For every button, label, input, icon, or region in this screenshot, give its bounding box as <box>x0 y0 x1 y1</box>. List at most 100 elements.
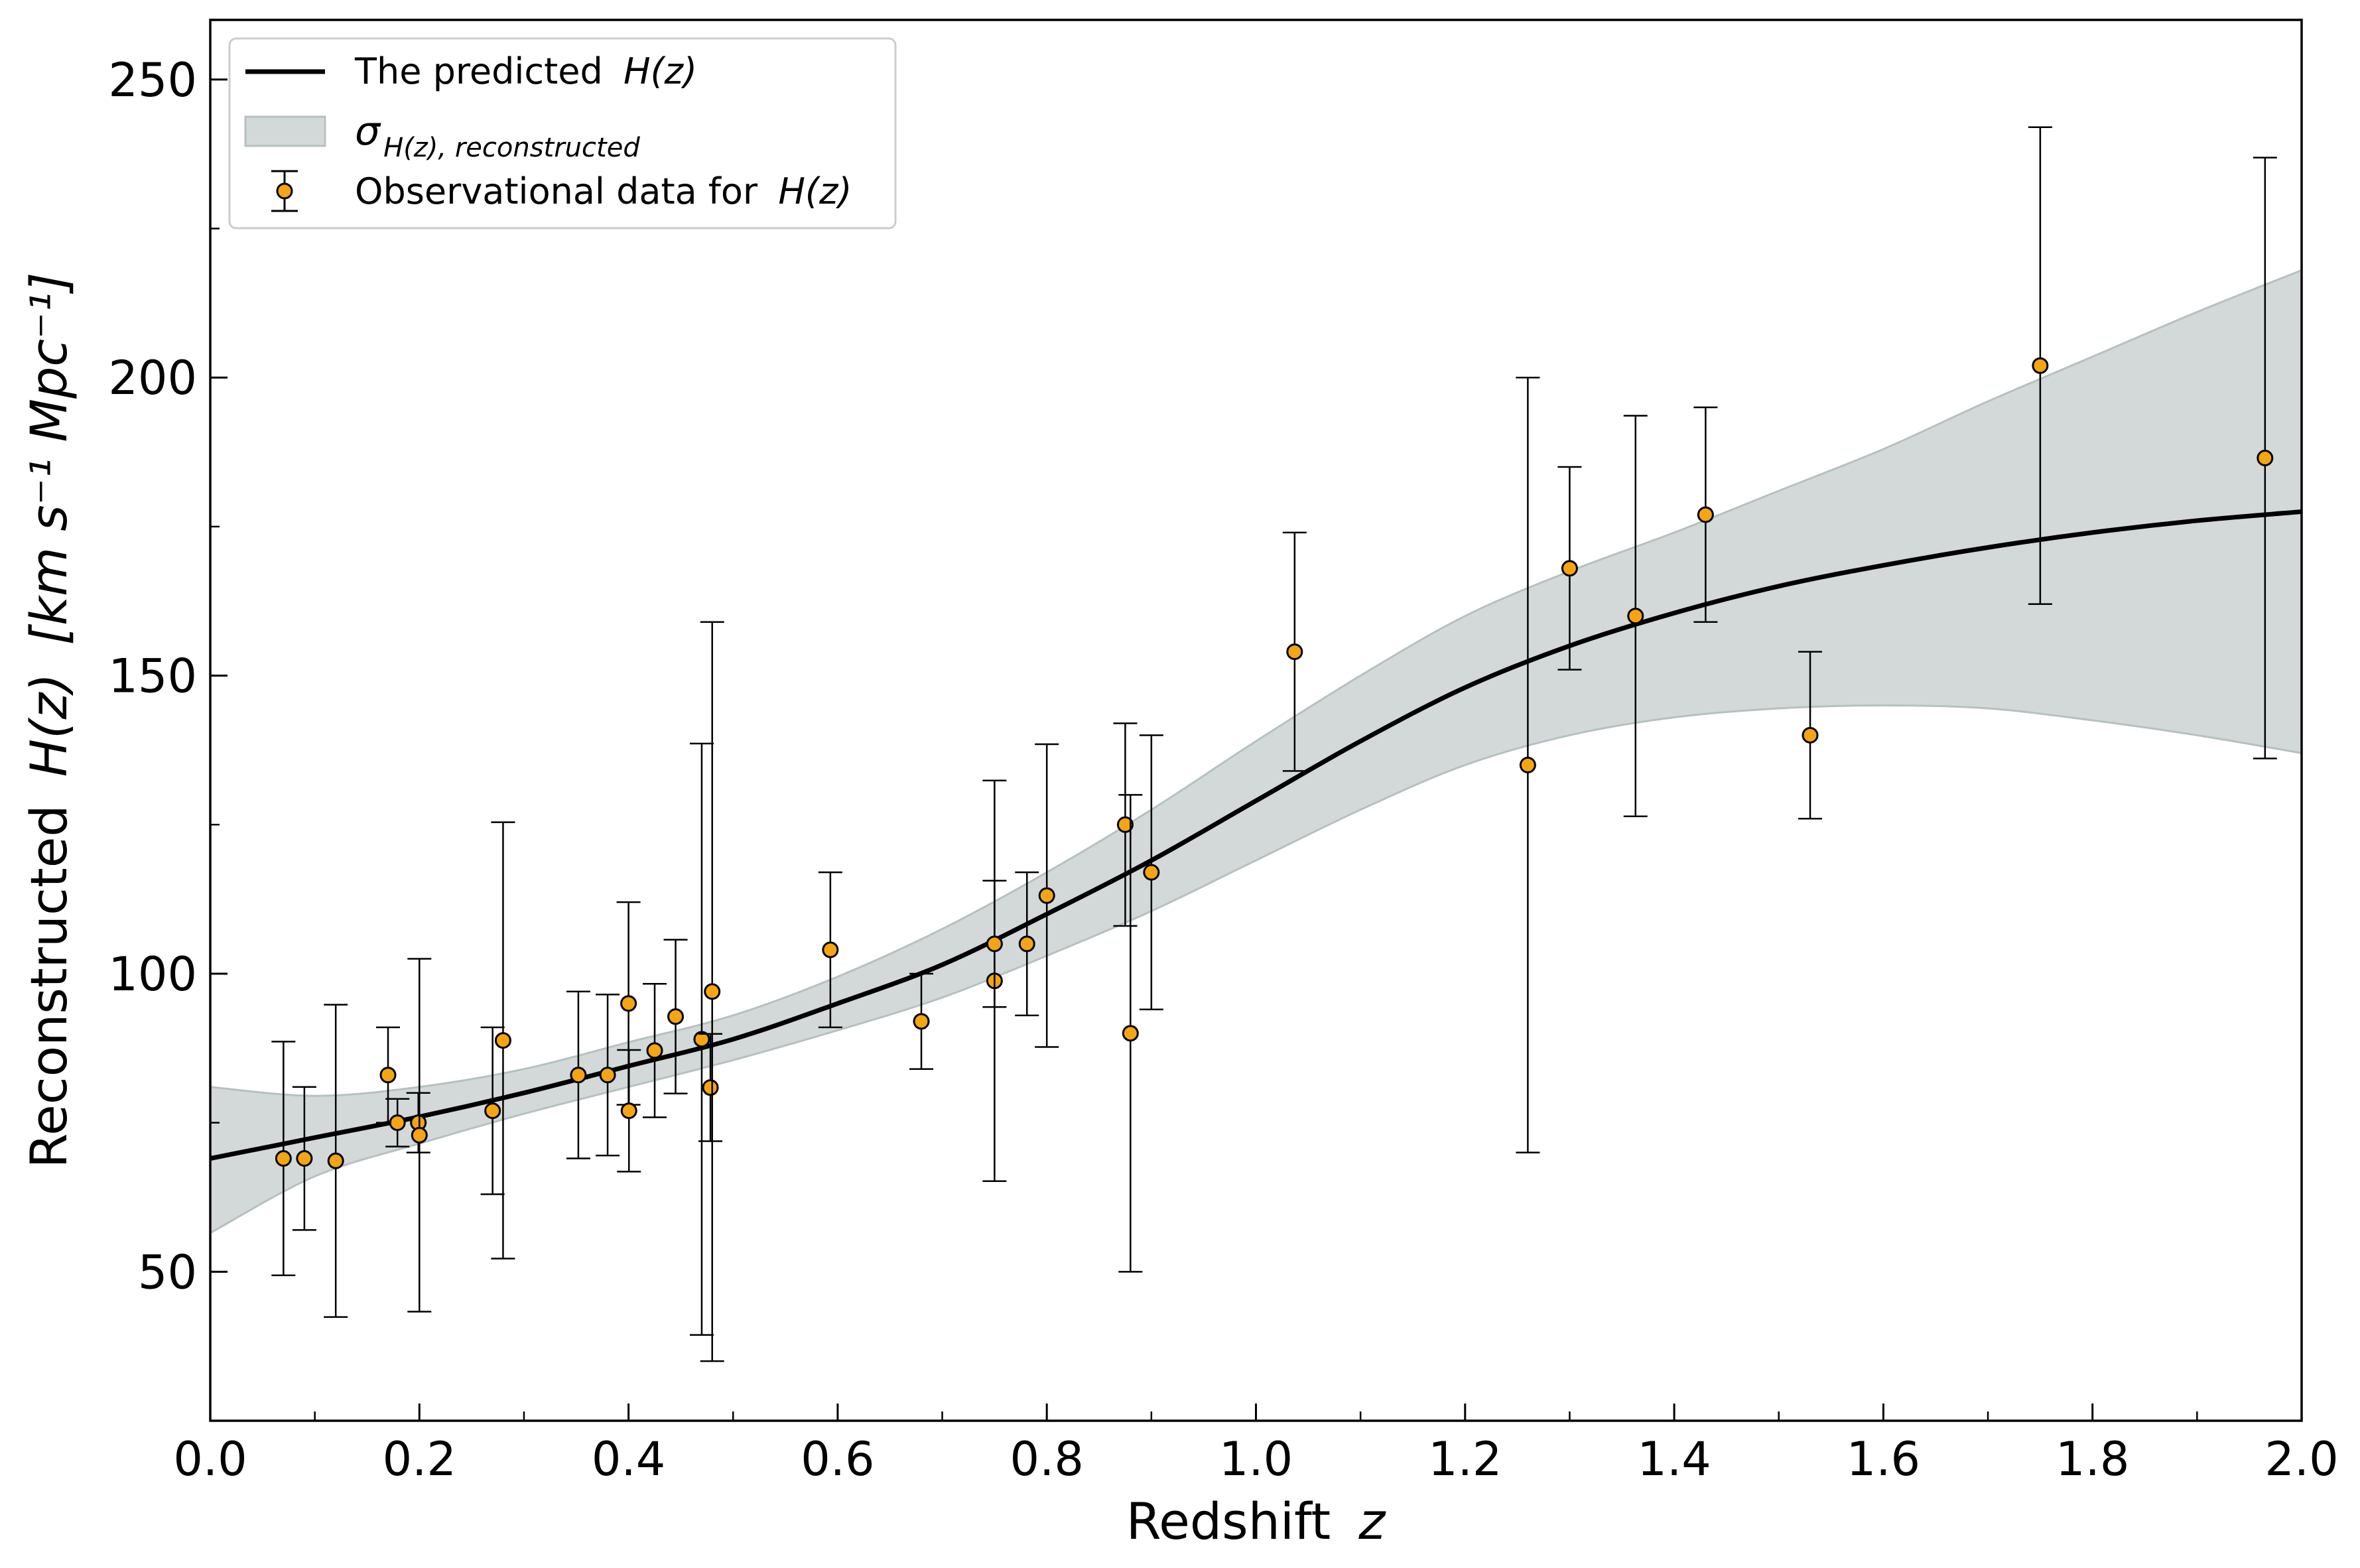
legend-band-label: σ H(z), reconstructed <box>355 108 640 163</box>
data-point <box>480 1026 505 1195</box>
point-marker <box>646 1042 663 1059</box>
x-tick-label: 0.0 <box>173 1432 247 1486</box>
legend-obs-symbol: H(z) <box>778 170 852 212</box>
data-point <box>407 958 432 1313</box>
point-marker <box>1038 887 1055 904</box>
point-marker <box>2032 357 2049 374</box>
point-marker <box>704 983 721 1000</box>
point-marker <box>570 1067 587 1084</box>
x-tick-label: 2.0 <box>2264 1432 2338 1486</box>
point-marker <box>2257 450 2274 467</box>
data-point <box>596 994 620 1157</box>
legend-obs-text: Observational data for <box>355 170 758 212</box>
data-point <box>376 1026 401 1124</box>
point-marker <box>1802 726 1819 744</box>
point-marker <box>620 1102 637 1120</box>
data-point <box>617 1049 641 1173</box>
point-marker <box>1561 560 1578 577</box>
point-marker <box>389 1114 406 1132</box>
data-point <box>491 821 515 1260</box>
legend-point-marker <box>276 182 293 200</box>
x-tick-label: 0.4 <box>592 1432 665 1486</box>
point-marker <box>1122 1025 1139 1042</box>
legend-predicted-label: The predicted H(z) <box>354 50 697 92</box>
point-marker <box>494 1032 511 1049</box>
legend: The predicted H(z) σ H(z), reconstructed… <box>228 37 897 229</box>
y-axis-title: Reconstructed H(z) [km s⁻¹ Mpc⁻¹] <box>19 273 78 1169</box>
x-tick-label: 0.2 <box>383 1432 456 1486</box>
y-axis-title-symbol: H(z) <box>19 673 78 777</box>
point-marker <box>1018 935 1035 952</box>
plot-area <box>210 20 2302 1421</box>
x-axis-title-text: Redshift <box>1126 1492 1331 1551</box>
point-marker <box>913 1013 930 1030</box>
data-point <box>271 1041 296 1276</box>
point-marker <box>620 995 637 1012</box>
data-point <box>689 742 714 1336</box>
data-point <box>663 939 688 1094</box>
data-point <box>1557 466 1582 671</box>
legend-band-swatch <box>244 115 326 147</box>
x-tick-labels: 0.0 0.2 0.4 0.6 0.8 1.0 1.2 1.4 1.6 1.8 2.0 <box>173 1432 2338 1486</box>
y-tick-label: 250 <box>108 53 197 107</box>
x-tick-label: 0.8 <box>1010 1432 1084 1486</box>
data-point <box>909 972 934 1071</box>
data-point <box>982 880 1007 1008</box>
point-marker <box>599 1067 616 1084</box>
legend-band-symbol: σ <box>355 108 381 155</box>
legend-box <box>228 37 897 229</box>
data-point <box>1113 722 1138 927</box>
point-marker <box>986 935 1003 952</box>
data-point <box>292 1086 316 1231</box>
point-marker <box>667 1008 685 1025</box>
data-point <box>698 1033 723 1142</box>
point-marker <box>327 1152 344 1169</box>
y-tick-label: 150 <box>108 649 197 704</box>
point-marker <box>1116 816 1134 833</box>
data-point <box>818 871 842 1029</box>
legend-predicted-symbol: H(z) <box>623 50 697 92</box>
data-point <box>1015 871 1039 1017</box>
y-tick-label: 100 <box>108 947 197 1002</box>
y-axis-title-units: [km s⁻¹ Mpc⁻¹] <box>19 273 78 645</box>
x-tick-label: 1.8 <box>2056 1432 2129 1486</box>
data-point <box>1035 743 1059 1048</box>
point-marker <box>822 941 839 958</box>
y-tick-labels: 50 100 150 200 250 <box>108 53 197 1299</box>
predicted-curve <box>210 509 2302 1161</box>
legend-predicted-text: The predicted <box>354 50 603 92</box>
x-tick-label: 1.0 <box>1219 1432 1293 1486</box>
legend-obs-label: Observational data for H(z) <box>355 170 852 212</box>
point-marker <box>702 1079 719 1096</box>
point-marker <box>1286 643 1303 661</box>
data-point <box>1516 376 1540 1153</box>
point-marker <box>411 1127 428 1144</box>
point-marker <box>1519 756 1536 773</box>
point-marker <box>296 1150 313 1167</box>
y-tick-label: 50 <box>138 1245 197 1299</box>
point-marker <box>693 1031 710 1048</box>
point-marker <box>275 1150 292 1167</box>
data-point <box>1139 734 1163 1011</box>
legend-band-subscript: H(z), reconstructed <box>383 133 640 163</box>
data-point <box>1118 794 1143 1273</box>
plot-frame <box>209 19 2303 1422</box>
x-tick-label: 0.6 <box>801 1432 874 1486</box>
data-point <box>700 621 724 1362</box>
data-point <box>2253 157 2277 759</box>
data-point <box>1693 406 1718 623</box>
x-tick-label: 1.4 <box>1637 1432 1711 1486</box>
x-axis-title: Redshift z <box>1126 1492 1387 1551</box>
data-point <box>324 1004 348 1318</box>
data-point <box>566 990 590 1159</box>
y-tick-label: 200 <box>108 351 197 405</box>
x-axis-title-symbol: z <box>1358 1492 1386 1551</box>
data-point <box>643 982 667 1118</box>
x-tick-label: 1.2 <box>1428 1432 1502 1486</box>
data-point <box>1623 415 1648 817</box>
legend-point-swatch <box>271 170 298 212</box>
point-marker <box>484 1102 501 1120</box>
x-tick-label: 1.6 <box>1847 1432 1920 1486</box>
point-marker <box>1697 506 1714 523</box>
